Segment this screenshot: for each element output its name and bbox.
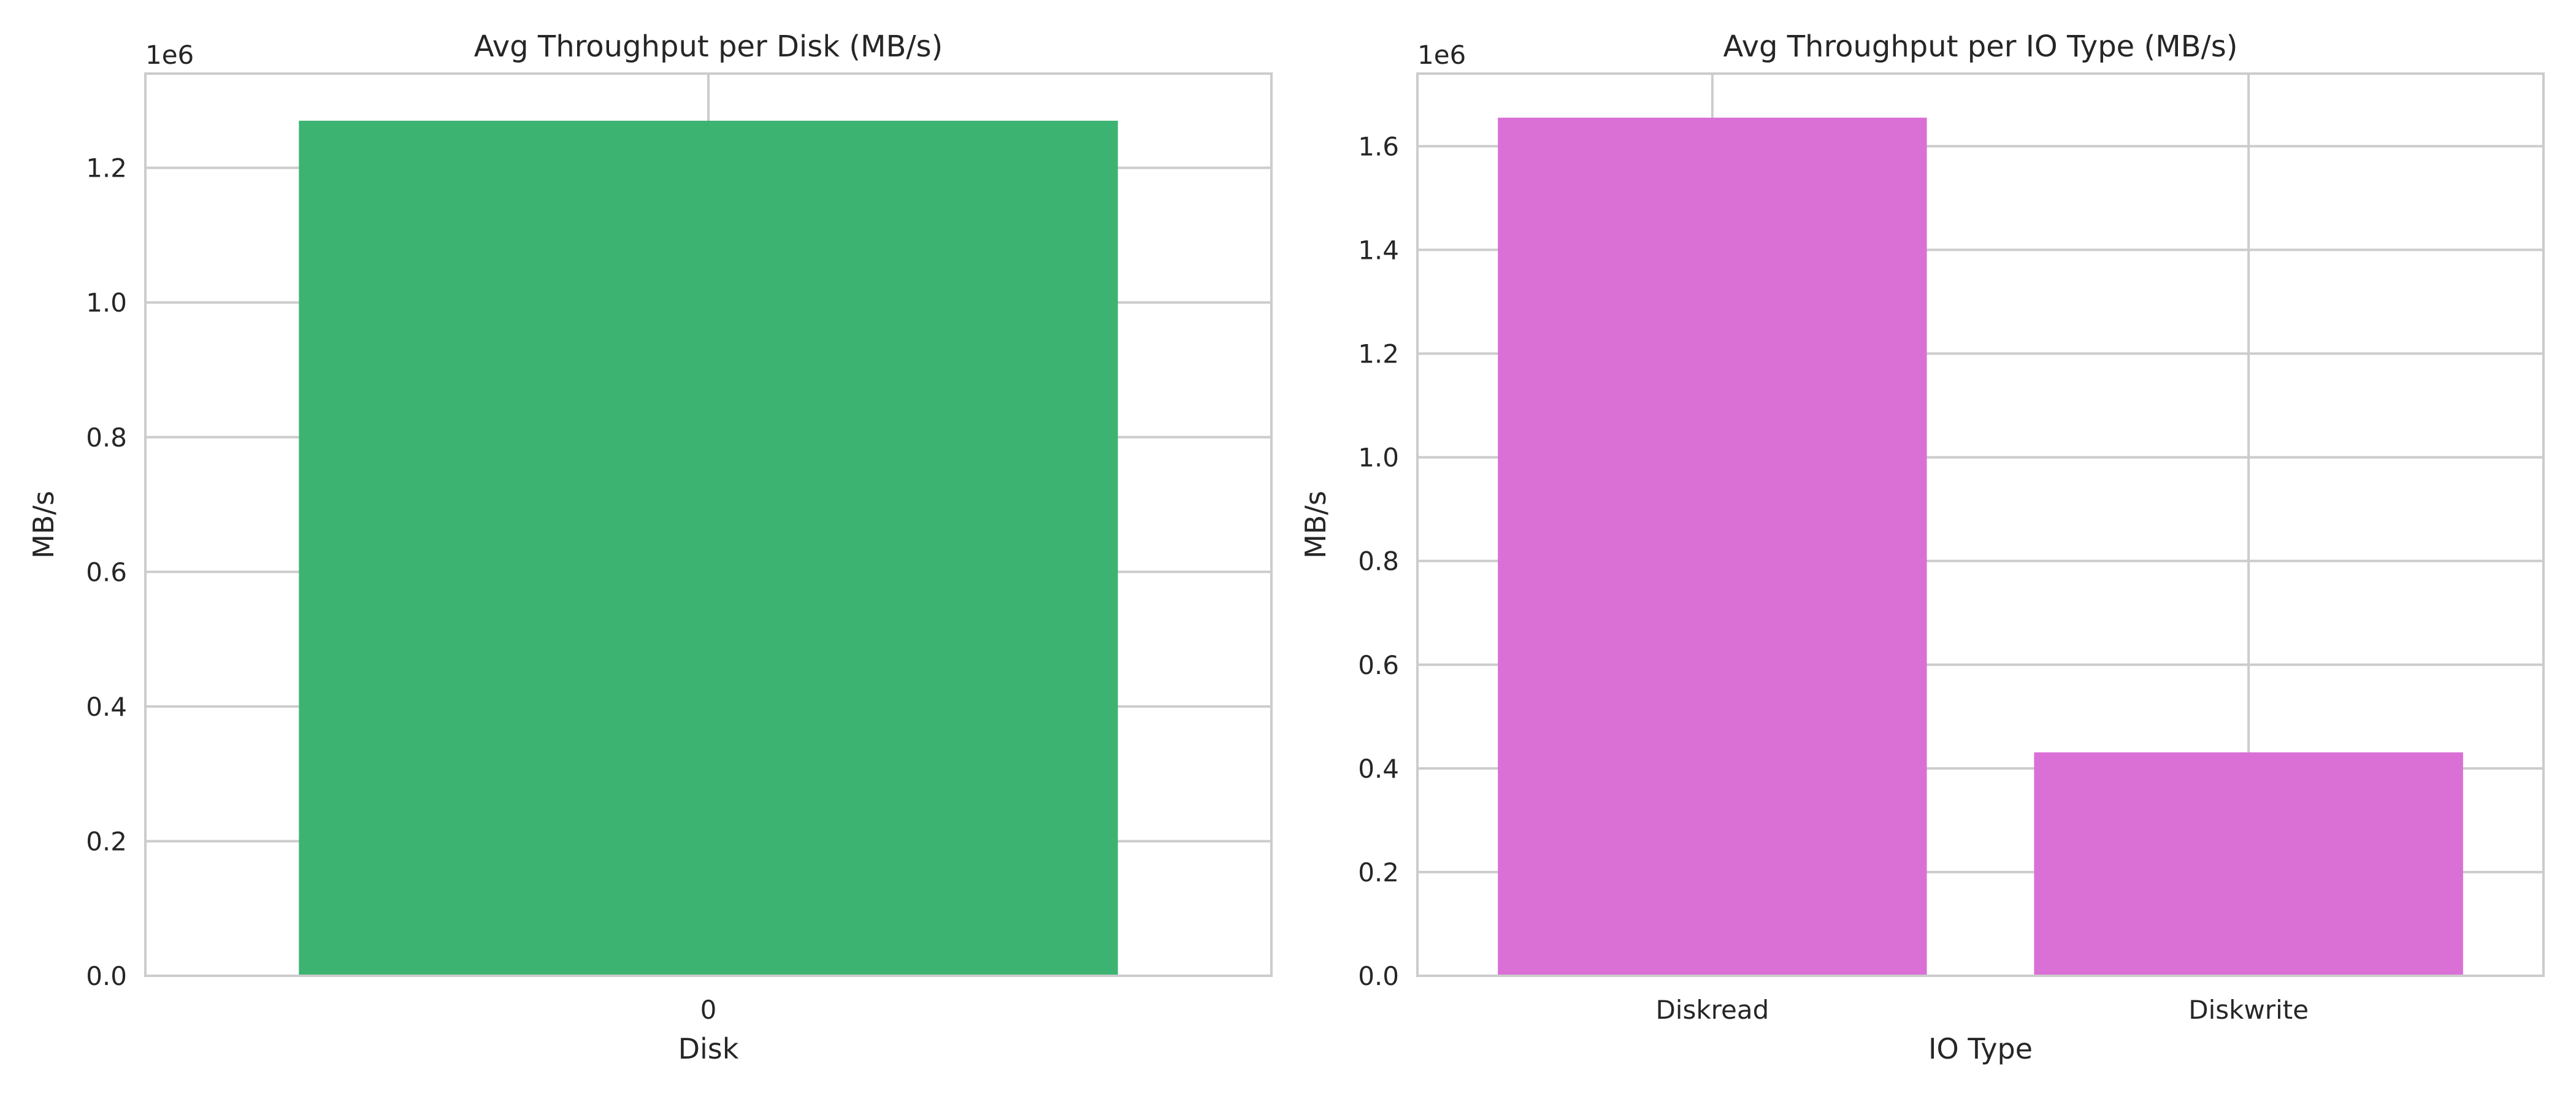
x-axis-label: IO Type: [1928, 1032, 2033, 1065]
y-axis-offset-label: 1e6: [145, 40, 194, 70]
y-axis-label: MB/s: [27, 491, 60, 559]
x-tick-label: Diskread: [1655, 995, 1769, 1025]
tick-labels: 0.0 0.2 0.4 0.6 0.8 1.0 1.2 0: [86, 153, 716, 1025]
y-tick-label: 0.2: [86, 826, 127, 856]
y-tick-label: 1.0: [86, 288, 127, 318]
y-axis-offset-label: 1e6: [1417, 40, 1466, 70]
axes-border: [144, 72, 1273, 977]
chart-panel-disk: 0.0 0.2 0.4 0.6 0.8 1.0 1.2 0 Avg Throughput pe…: [27, 29, 1273, 1065]
bar: [1498, 117, 1927, 976]
y-tick-label: 0.0: [1358, 961, 1399, 991]
axes-frame: [144, 72, 1273, 977]
axes-frame: [1416, 72, 2545, 977]
chart-title: Avg Throughput per Disk (MB/s): [474, 29, 943, 64]
y-tick-label: 1.2: [86, 153, 127, 183]
y-tick-label: 1.4: [1358, 235, 1399, 265]
y-tick-label: 1.2: [1358, 339, 1399, 369]
tick-labels: 0.0 0.2 0.4 0.6 0.8 1.0 1.2 1.4 1.6 Diskread Diskw…: [1358, 131, 2309, 1025]
bars: [299, 120, 1118, 976]
y-tick-label: 0.6: [1358, 650, 1399, 680]
axes-border: [1416, 72, 2545, 977]
y-axis-label: MB/s: [1299, 491, 1332, 559]
y-tick-label: 1.6: [1358, 131, 1399, 161]
y-tick-label: 1.0: [1358, 443, 1399, 473]
y-tick-label: 0.0: [86, 961, 127, 991]
y-tick-label: 0.6: [86, 557, 127, 587]
y-tick-label: 0.2: [1358, 857, 1399, 887]
chart-panel-io-type: 0.0 0.2 0.4 0.6 0.8 1.0 1.2 1.4 1.6 Diskread Diskw…: [1299, 29, 2545, 1065]
bars: [1498, 117, 2463, 976]
x-tick-label: Diskwrite: [2188, 995, 2309, 1025]
chart-title: Avg Throughput per IO Type (MB/s): [1723, 29, 2238, 64]
x-tick-label: 0: [700, 995, 717, 1025]
bar: [2034, 752, 2463, 976]
y-tick-label: 0.4: [86, 692, 127, 722]
y-tick-label: 0.4: [1358, 754, 1399, 784]
y-tick-label: 0.8: [1358, 546, 1399, 577]
bar: [299, 120, 1118, 976]
x-axis-label: Disk: [678, 1032, 739, 1065]
y-tick-label: 0.8: [86, 423, 127, 453]
